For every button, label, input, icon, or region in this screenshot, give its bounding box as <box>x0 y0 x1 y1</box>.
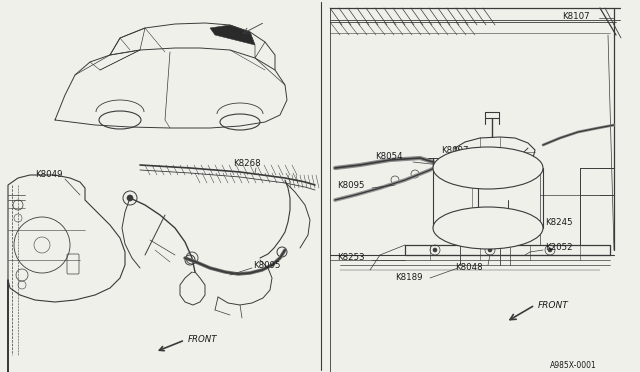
Text: FRONT: FRONT <box>188 336 218 344</box>
Text: FRONT: FRONT <box>538 301 569 310</box>
Polygon shape <box>210 25 255 45</box>
Ellipse shape <box>433 147 543 189</box>
Text: K2052: K2052 <box>545 243 573 251</box>
Text: K8095: K8095 <box>253 260 280 269</box>
Text: K8095: K8095 <box>337 180 365 189</box>
Ellipse shape <box>433 207 543 249</box>
Text: K8268: K8268 <box>233 158 260 167</box>
Text: K8049: K8049 <box>35 170 63 179</box>
Circle shape <box>127 195 133 201</box>
Text: K8048: K8048 <box>455 263 483 273</box>
Circle shape <box>488 248 492 252</box>
Circle shape <box>433 248 437 252</box>
Text: K8097: K8097 <box>441 145 468 154</box>
Text: K8054: K8054 <box>375 151 403 160</box>
Text: K8253: K8253 <box>337 253 365 262</box>
Text: K8107: K8107 <box>562 12 589 20</box>
Circle shape <box>548 248 552 252</box>
Text: A985X-0001: A985X-0001 <box>550 360 597 369</box>
Text: K8245: K8245 <box>545 218 573 227</box>
Text: K8189: K8189 <box>395 273 422 282</box>
